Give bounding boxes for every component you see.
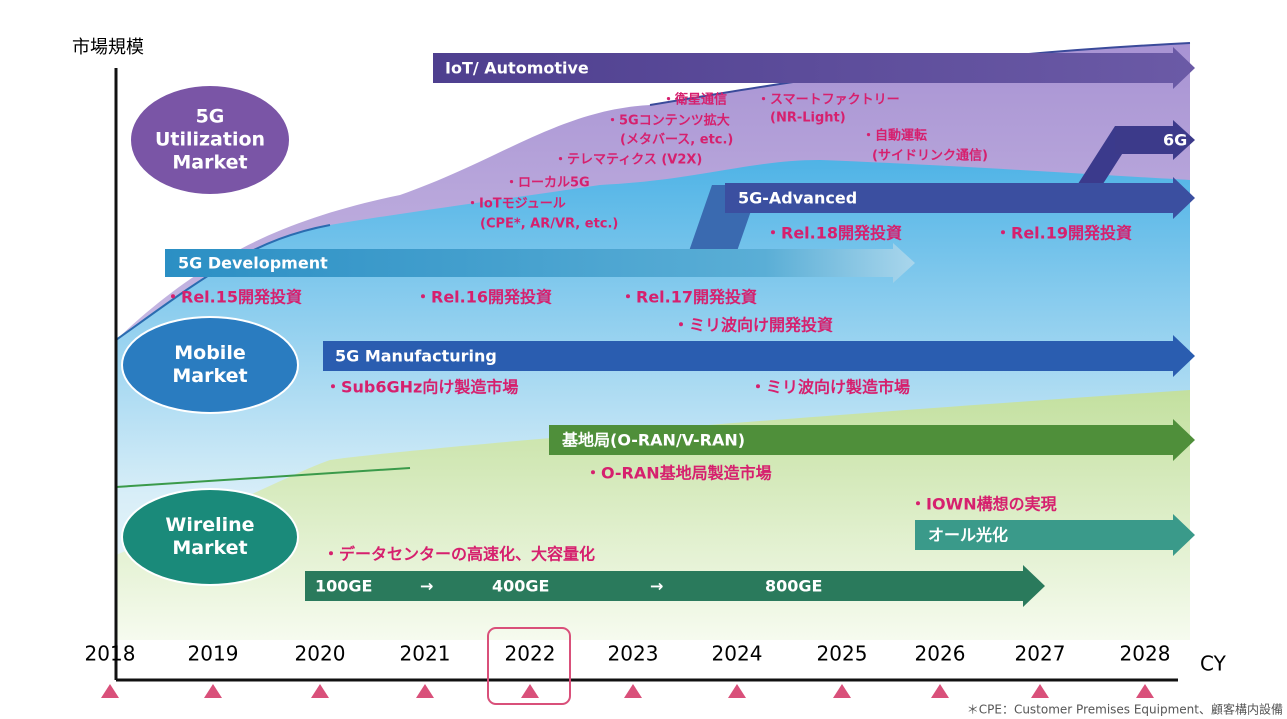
wireline-edge [115, 467, 411, 488]
x-axis-label: CY [1200, 652, 1227, 676]
annotation: (メタバース, etc.) [620, 133, 733, 148]
arrow-label: 400GE [492, 577, 549, 596]
year-label: 2022 [505, 642, 556, 666]
y-axis-label: 市場規模 [72, 37, 144, 58]
arrow [323, 335, 1195, 377]
annotation: ・5Gコンテンツ拡大 [606, 113, 730, 129]
highlight-year [487, 627, 571, 705]
arrow [549, 419, 1195, 461]
year-marker [624, 684, 642, 698]
year-label: 2021 [400, 642, 451, 666]
arrow [1115, 120, 1195, 160]
year-label: 2023 [608, 642, 659, 666]
market-label: Utilization [155, 129, 265, 151]
year-marker [204, 684, 222, 698]
year-marker [1136, 684, 1154, 698]
year-label: 2024 [712, 642, 763, 666]
year-marker [1031, 684, 1049, 698]
arrow [305, 565, 1045, 607]
arrow-label: 100GE [315, 577, 372, 596]
market-oval [129, 84, 291, 196]
footnote: ＊CPE：Customer Premises Equipment、顧客構内設備 [967, 702, 1283, 717]
market-label: 5G [196, 106, 225, 128]
annotation: (サイドリンク通信) [872, 148, 988, 164]
year-label: 2027 [1015, 642, 1066, 666]
year-label: 2028 [1120, 642, 1171, 666]
annotation: ・Rel.18開発投資 [765, 224, 902, 243]
annotation: ・衛星通信 [662, 92, 727, 108]
year-label: 2019 [188, 642, 239, 666]
year-marker [521, 684, 539, 698]
annotation: ・Rel.15開発投資 [165, 288, 302, 307]
annotation: ・IoTモジュール [466, 197, 566, 212]
market-label: Market [172, 152, 247, 174]
annotation: ・O-RAN基地局製造市場 [585, 464, 772, 483]
annotation: ・ミリ波向け開発投資 [673, 316, 833, 335]
year-marker [931, 684, 949, 698]
annotation: ・Rel.17開発投資 [620, 288, 757, 307]
annotation: ・Sub6GHz向け製造市場 [325, 378, 518, 397]
annotation: ・自動運転 [862, 128, 927, 144]
annotation: ・スマートファクトリー [757, 93, 900, 108]
market-label: Market [172, 537, 247, 559]
arrow [165, 243, 915, 283]
year-marker [311, 684, 329, 698]
market-label: Mobile [174, 342, 245, 364]
year-label: 2025 [817, 642, 868, 666]
year-marker [833, 684, 851, 698]
arrow-label: → [650, 577, 663, 596]
arrow [433, 47, 1195, 89]
market-oval [121, 316, 299, 414]
arrow-label: 5G Development [178, 254, 328, 273]
annotation: ・ミリ波向け製造市場 [750, 378, 910, 397]
year-marker [101, 684, 119, 698]
arrow-label: 5G-Advanced [738, 189, 857, 208]
arrow-label: 800GE [765, 577, 822, 596]
arrow-label: → [420, 577, 433, 596]
arrow [725, 177, 1195, 219]
arrow-label: IoT/ Automotive [445, 59, 589, 78]
arrow-label: 6G [1163, 131, 1187, 150]
year-label: 2020 [295, 642, 346, 666]
arrow [915, 514, 1195, 556]
annotation: ・Rel.19開発投資 [995, 224, 1132, 243]
year-label: 2026 [915, 642, 966, 666]
market-label: Market [172, 365, 247, 387]
year-label: 2018 [85, 642, 136, 666]
arrow-label: 基地局(O-RAN/V-RAN) [561, 431, 745, 450]
annotation: (CPE*, AR/VR, etc.) [480, 217, 618, 232]
arrow-label: 5G Manufacturing [335, 347, 497, 366]
market-oval [121, 488, 299, 586]
annotation: (NR-Light) [770, 111, 846, 126]
annotation: ・テレマティクス (V2X) [554, 153, 702, 168]
annotation: ・Rel.16開発投資 [415, 288, 552, 307]
annotation: ・IOWN構想の実現 [910, 495, 1057, 514]
market-label: Wireline [165, 514, 254, 536]
year-marker [728, 684, 746, 698]
year-marker [416, 684, 434, 698]
arrow-label: オール光化 [928, 526, 1008, 545]
annotation: ・データセンターの高速化、大容量化 [323, 545, 595, 564]
annotation: ・ローカル5G [505, 176, 590, 191]
